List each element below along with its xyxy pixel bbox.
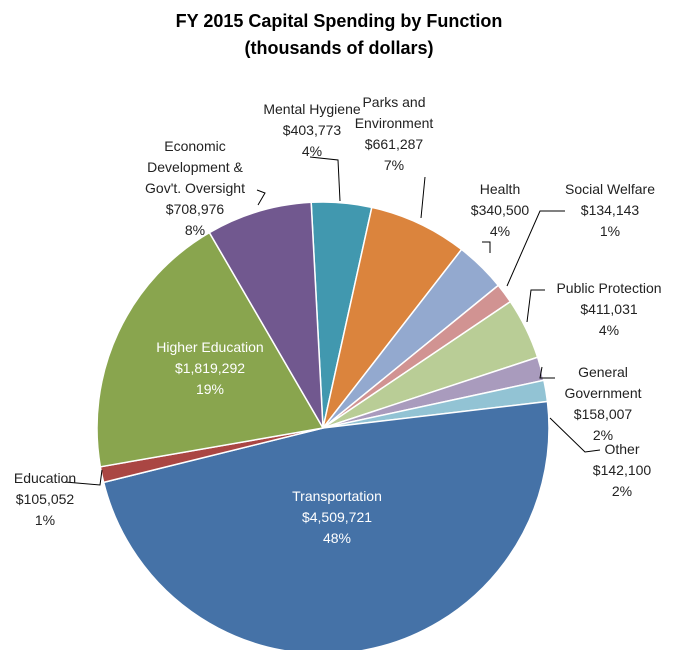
category-label: Health (479, 181, 521, 197)
value-label: $142,100 (592, 462, 652, 478)
pie-slice (102, 400, 550, 650)
leader-line (309, 156, 341, 202)
leader-line (526, 289, 545, 323)
percent-label: 7% (383, 157, 405, 173)
category-label: General Government (564, 364, 642, 401)
leader-line (482, 241, 491, 253)
chart-subtitle: (thousands of dollars) (245, 38, 434, 58)
pie-slice (96, 231, 325, 468)
value-label: $411,031 (580, 301, 638, 317)
value-label: $105,052 (15, 491, 75, 507)
slice-label: Transportation $4,509,721 48% (292, 486, 382, 549)
value-label: $4,509,721 (301, 509, 373, 525)
percent-label: 48% (322, 530, 352, 546)
leader-line (549, 417, 601, 453)
slice-label: Parks and Environment $661,287 7% (347, 92, 442, 176)
category-label: Public Protection (556, 280, 662, 296)
slice-label: Health $340,500 4% (471, 179, 529, 242)
category-label: Mental Hygiene (263, 101, 361, 117)
slice-label: Mental Hygiene $403,773 4% (263, 99, 360, 162)
leader-line (256, 189, 266, 206)
percent-label: 8% (184, 222, 206, 238)
percent-label: 1% (599, 223, 621, 239)
category-label: Other (604, 441, 640, 457)
slice-label: Education $105,052 1% (14, 468, 76, 531)
percent-label: 2% (592, 427, 614, 443)
leader-line (64, 469, 103, 486)
slices (96, 201, 550, 650)
leader-line (539, 366, 555, 379)
value-label: $708,976 (165, 201, 225, 217)
value-label: $403,773 (282, 122, 342, 138)
value-label: $134,143 (580, 202, 640, 218)
slice-label: Social Welfare $134,143 1% (565, 179, 655, 242)
slice-label: Economic Development & Gov't. Oversight $… (133, 136, 258, 241)
leader-line (420, 176, 426, 219)
value-label: $158,007 (573, 406, 633, 422)
percent-label: 19% (195, 381, 225, 397)
percent-label: 4% (598, 322, 620, 338)
slice-label: Public Protection $411,031 4% (556, 278, 661, 341)
leader-lines (64, 156, 601, 486)
percent-label: 4% (301, 143, 323, 159)
category-label: Parks and Environment (354, 94, 434, 131)
category-label: Transportation (292, 488, 382, 504)
chart-title: FY 2015 Capital Spending by Function (176, 11, 503, 31)
category-label: Higher Education (156, 339, 264, 355)
slice-label: Higher Education $1,819,292 19% (156, 337, 263, 400)
pie-slice (208, 201, 324, 429)
category-label: Economic Development & Gov't. Oversight (145, 138, 245, 196)
percent-label: 1% (34, 512, 56, 528)
value-label: $661,287 (364, 136, 424, 152)
percent-label: 2% (611, 483, 633, 499)
percent-label: 4% (489, 223, 511, 239)
slice-label: Other $142,100 2% (593, 439, 651, 502)
slice-label: General Government $158,007 2% (556, 362, 651, 446)
value-label: $1,819,292 (174, 360, 246, 376)
category-label: Education (13, 470, 77, 486)
value-label: $340,500 (470, 202, 530, 218)
category-label: Social Welfare (564, 181, 656, 197)
leader-line (506, 210, 565, 287)
